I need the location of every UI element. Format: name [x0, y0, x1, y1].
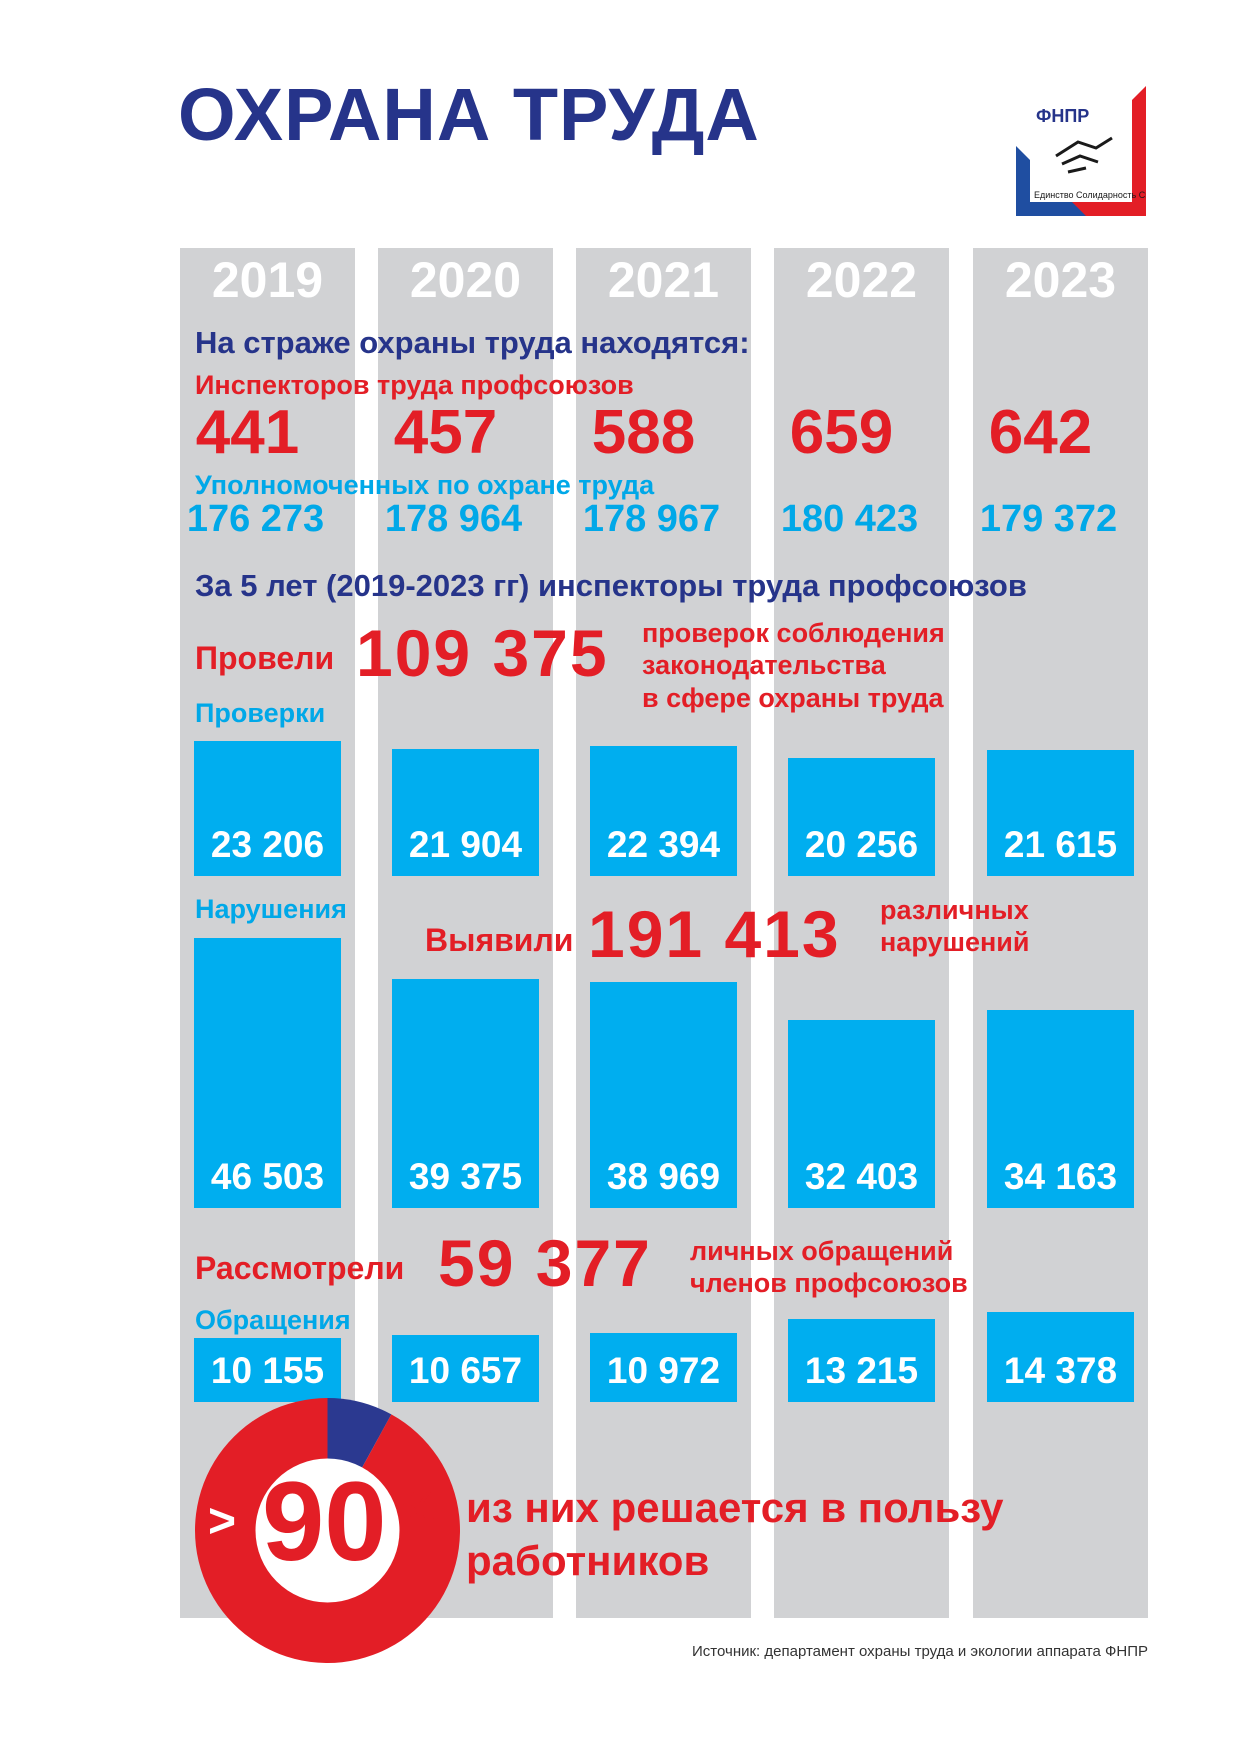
inspections-note-line: в сфере охраны труда	[642, 682, 944, 713]
representatives-value: 180 423	[780, 498, 919, 540]
logo-motto: Единство Солидарность Справедливость	[1034, 190, 1146, 200]
violations-note-line: различных	[880, 895, 1029, 925]
share-text-line: работников	[466, 1536, 710, 1584]
violations-lead: Выявили	[425, 922, 574, 958]
violations-bar	[392, 979, 539, 1208]
appeals-bar	[392, 1335, 539, 1402]
representatives-value: 176 273	[186, 498, 325, 540]
violations-bar	[590, 982, 737, 1208]
appeals-total: 59 377	[438, 1226, 652, 1300]
year-label: 2022	[805, 252, 918, 308]
appeals-note-line: личных обращений	[690, 1236, 954, 1266]
chart-title-violations: Нарушения	[195, 894, 347, 924]
inspections-bar-label: 23 206	[210, 824, 325, 865]
appeals-bar	[788, 1319, 935, 1402]
inspections-bar-label: 21 615	[1003, 824, 1118, 865]
inspections-note: проверок соблюдения законодательства в с…	[642, 617, 945, 714]
inspections-note-line: проверок соблюдения	[642, 618, 945, 648]
share-text: из них решается в пользу работников	[466, 1482, 1003, 1587]
inspections-bar	[590, 746, 737, 876]
donut-hole	[255, 1458, 400, 1603]
violations-bar	[987, 1010, 1134, 1208]
violations-note: различных нарушений	[880, 894, 1030, 959]
year-label: 2023	[1004, 252, 1117, 308]
inspections-bar-label: 22 394	[606, 824, 721, 865]
violations-bar-label: 32 403	[804, 1156, 919, 1197]
year-label: 2019	[211, 252, 324, 308]
violations-bar-label: 34 163	[1003, 1156, 1118, 1197]
chart-title-appeals: Обращения	[195, 1305, 351, 1335]
inspections-bar	[392, 749, 539, 876]
appeals-note-line: членов профсоюзов	[690, 1268, 968, 1299]
inspections-bar	[987, 750, 1134, 876]
inspections-bar	[194, 741, 341, 876]
appeals-bar	[194, 1338, 341, 1402]
appeals-bar	[590, 1333, 737, 1402]
chart-title-inspections: Проверки	[195, 698, 326, 728]
violations-bar-label: 39 375	[408, 1156, 523, 1197]
representatives-value: 179 372	[979, 498, 1118, 540]
violations-bar	[788, 1020, 935, 1208]
violations-bar	[194, 938, 341, 1208]
violations-bar-label: 38 969	[606, 1156, 721, 1197]
logo-name: ФНПР	[1036, 106, 1089, 126]
donut-slice-share	[195, 1398, 460, 1663]
summary-heading: За 5 лет (2019-2023 гг) инспекторы труда…	[195, 568, 1027, 603]
inspections-bar-label: 20 256	[804, 824, 919, 865]
year-label: 2020	[409, 252, 522, 308]
inspectors-value: 441	[195, 398, 300, 467]
violations-total: 191 413	[588, 897, 841, 971]
guard-heading: На страже охраны труда находятся:	[195, 325, 750, 360]
appeals-bar-label: 14 378	[1003, 1350, 1118, 1391]
share-unit: %	[402, 1484, 438, 1528]
appeals-bar-label: 10 657	[408, 1350, 523, 1391]
appeals-bar-label: 10 972	[606, 1350, 721, 1391]
inspectors-value: 642	[988, 398, 1093, 467]
inspectors-value: 588	[591, 398, 696, 467]
appeals-lead: Рассмотрели	[195, 1250, 405, 1286]
representatives-label: Уполномоченных по охране труда	[195, 470, 655, 500]
year-label: 2021	[607, 252, 720, 308]
share-prefix: >	[208, 1495, 237, 1548]
source-note: Источник: департамент охраны труда и эко…	[692, 1643, 1148, 1660]
appeals-note: личных обращений членов профсоюзов	[690, 1235, 968, 1300]
representatives-value: 178 964	[384, 498, 523, 540]
inspections-note-line: законодательства	[642, 650, 886, 681]
page-title: ОХРАНА ТРУДА	[178, 73, 760, 156]
inspectors-label: Инспекторов труда профсоюзов	[195, 370, 634, 400]
appeals-bar-label: 13 215	[804, 1350, 919, 1391]
inspectors-value: 457	[393, 398, 498, 467]
inspections-bar-label: 21 904	[408, 824, 523, 865]
share-donut	[195, 1398, 460, 1663]
inspectors-value: 659	[789, 398, 894, 467]
handshake-icon	[1055, 136, 1113, 174]
fnpr-logo: ФНПР Единство Солидарность Справедливост…	[1016, 86, 1146, 216]
appeals-bar-label: 10 155	[210, 1350, 325, 1391]
representatives-value: 178 967	[582, 498, 721, 540]
appeals-bar	[987, 1312, 1134, 1402]
share-text-line: из них решается в пользу	[466, 1484, 1004, 1531]
share-value: 90	[262, 1459, 387, 1584]
inspections-total: 109 375	[356, 616, 609, 690]
inspections-lead: Провели	[195, 640, 335, 676]
violations-bar-label: 46 503	[210, 1156, 325, 1197]
violations-note-line: нарушений	[880, 927, 1030, 958]
inspections-bar	[788, 758, 935, 876]
